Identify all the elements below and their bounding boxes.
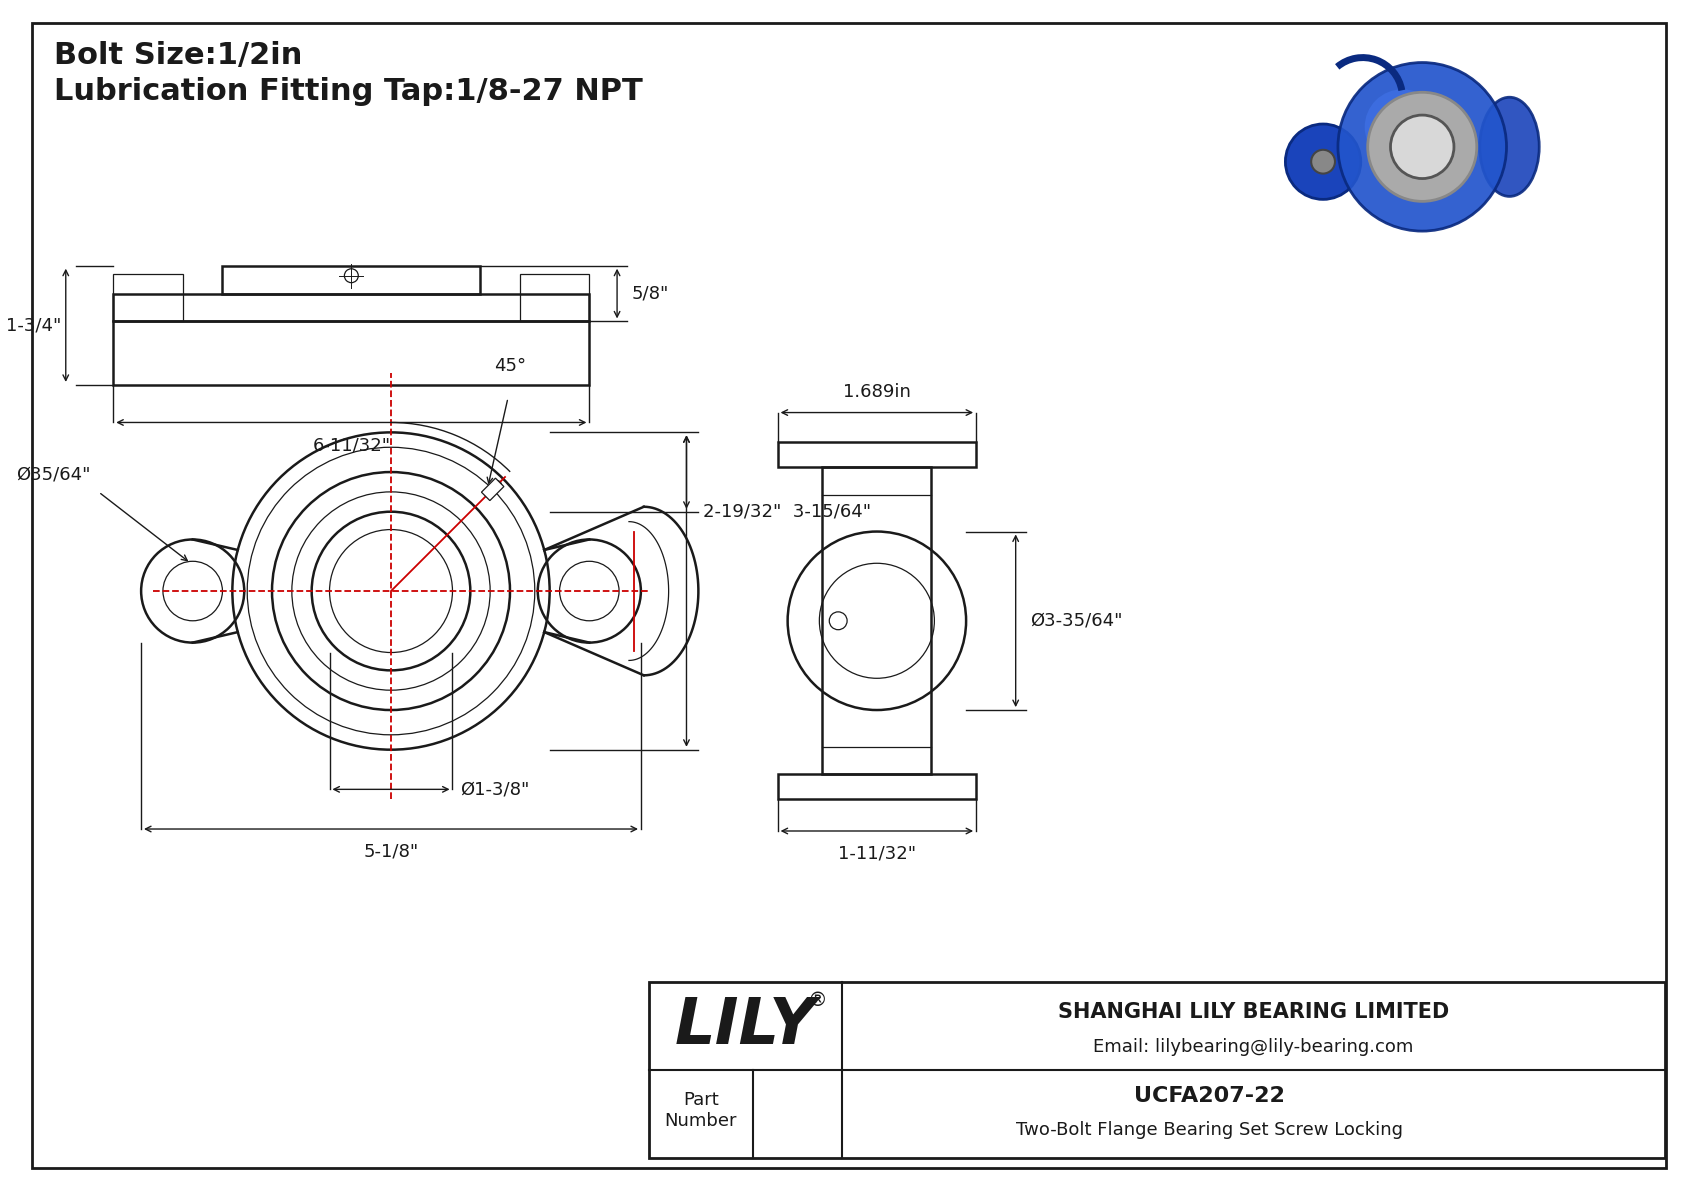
- Circle shape: [1285, 124, 1361, 199]
- Text: Lubrication Fitting Tap:1/8-27 NPT: Lubrication Fitting Tap:1/8-27 NPT: [54, 77, 643, 106]
- Text: SHANGHAI LILY BEARING LIMITED: SHANGHAI LILY BEARING LIMITED: [1058, 1002, 1450, 1022]
- Text: UCFA207-22: UCFA207-22: [1133, 1086, 1285, 1106]
- Text: Ø35/64": Ø35/64": [17, 466, 91, 484]
- Text: Part
Number: Part Number: [665, 1091, 738, 1130]
- Circle shape: [1391, 116, 1453, 179]
- Text: 2-19/32"  3-15/64": 2-19/32" 3-15/64": [704, 503, 871, 520]
- Circle shape: [1339, 63, 1507, 231]
- Circle shape: [1364, 89, 1440, 164]
- Bar: [648, 981, 1665, 1158]
- Bar: [113, 293, 589, 322]
- Bar: [778, 442, 977, 467]
- Bar: [482, 478, 504, 500]
- Ellipse shape: [1480, 98, 1539, 197]
- Bar: [222, 266, 480, 293]
- Bar: [113, 322, 589, 385]
- Text: 1-11/32": 1-11/32": [839, 844, 916, 862]
- Text: ®: ®: [807, 991, 827, 1010]
- Circle shape: [1367, 92, 1477, 201]
- Text: Email: lilybearing@lily-bearing.com: Email: lilybearing@lily-bearing.com: [1093, 1039, 1415, 1056]
- Text: 5-1/8": 5-1/8": [364, 843, 419, 861]
- Text: 1-3/4": 1-3/4": [7, 317, 62, 335]
- Text: Ø3-35/64": Ø3-35/64": [1031, 612, 1123, 630]
- Text: Two-Bolt Flange Bearing Set Screw Locking: Two-Bolt Flange Bearing Set Screw Lockin…: [1015, 1121, 1403, 1139]
- Bar: [778, 774, 977, 799]
- Bar: [113, 274, 184, 322]
- Text: 5/8": 5/8": [632, 285, 669, 303]
- Bar: [520, 274, 589, 322]
- Text: 1.689in: 1.689in: [844, 382, 911, 400]
- Text: LILY: LILY: [675, 994, 817, 1056]
- Text: Bolt Size:1/2in: Bolt Size:1/2in: [54, 40, 301, 70]
- Text: 6-11/32": 6-11/32": [312, 436, 391, 454]
- Circle shape: [1312, 150, 1335, 174]
- Text: Ø1-3/8": Ø1-3/8": [460, 780, 530, 798]
- Bar: [822, 467, 931, 774]
- Text: 45°: 45°: [493, 357, 525, 375]
